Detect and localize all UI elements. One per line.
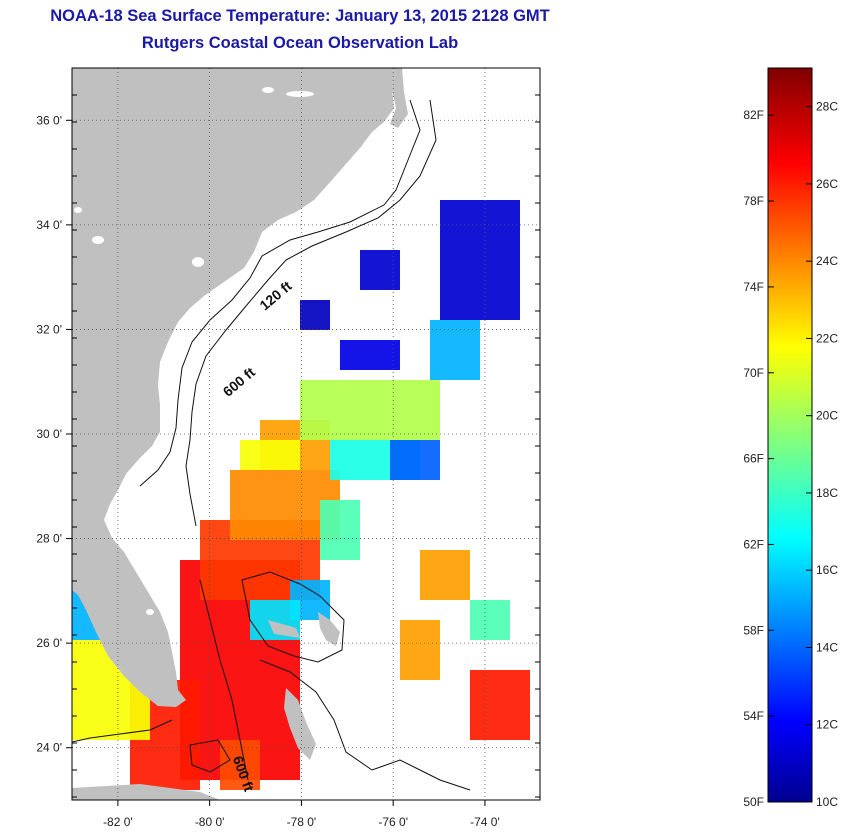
colorbar-labels: 28C 26C 24C 22C 20C 18C 16C 14C 12C 10C 82F 78F 74F 7…	[743, 100, 838, 809]
sst-map: -82 0' -80 0' -78 0' -76 0' -74 0' 36 0' 34 0'…	[36, 67, 541, 829]
lat-tick-label: 28 0'	[36, 532, 62, 546]
lat-tick-label: 26 0'	[36, 636, 62, 650]
fahrenheit-label: 70F	[743, 366, 764, 380]
land-bahamas-andros	[284, 688, 316, 760]
sst-patch	[240, 440, 300, 470]
lon-tick-label: -76 0'	[378, 815, 408, 829]
land-bahamas-grand	[268, 620, 300, 638]
sst-patch	[390, 440, 440, 480]
celsius-label: 26C	[816, 177, 838, 191]
land-cuba	[72, 784, 220, 800]
lat-tick-label: 34 0'	[36, 218, 62, 232]
inland-lakes	[74, 87, 314, 615]
colorbar-gradient	[767, 67, 813, 803]
lat-tick-label: 30 0'	[36, 427, 62, 441]
isobath-florida-straits	[199, 579, 249, 781]
fahrenheit-label: 74F	[743, 280, 764, 294]
sst-patch	[320, 500, 360, 560]
celsius-label: 20C	[816, 409, 838, 423]
map-frame	[71, 67, 541, 801]
isobath-bahama-bank	[241, 571, 345, 663]
fahrenheit-label: 78F	[743, 194, 764, 208]
celsius-label: 18C	[816, 486, 838, 500]
fahrenheit-label: 82F	[743, 108, 764, 122]
fahrenheit-label: 50F	[743, 795, 764, 809]
fahrenheit-label: 62F	[743, 537, 764, 551]
fahrenheit-label: 66F	[743, 452, 764, 466]
celsius-label: 14C	[816, 640, 838, 654]
isobath-120ft	[139, 99, 421, 487]
isobath-600ft	[185, 99, 437, 527]
sst-patch	[300, 300, 330, 330]
isobath-cay-sal	[189, 739, 231, 773]
fahrenheit-label: 54F	[743, 709, 764, 723]
lon-tick-label: -82 0'	[103, 815, 133, 829]
land-southeast-us	[72, 68, 394, 707]
celsius-label: 12C	[816, 718, 838, 732]
sst-patch	[430, 320, 480, 380]
sst-patch	[400, 620, 440, 680]
lon-tick-label: -74 0'	[470, 815, 500, 829]
sst-patch	[470, 600, 510, 640]
sst-patch	[440, 200, 520, 320]
map-subtitle: Rutgers Coastal Ocean Observation Lab	[141, 34, 459, 52]
sst-patch	[420, 550, 470, 600]
lat-tick-label: 32 0'	[36, 322, 62, 336]
sst-patch	[470, 670, 530, 740]
sst-patch	[360, 250, 400, 290]
isobath-florida-straits-2	[72, 719, 173, 743]
land-bahamas-abaco	[318, 612, 340, 646]
celsius-label: 24C	[816, 254, 838, 268]
celsius-label: 10C	[816, 795, 838, 809]
lon-tick-label: -78 0'	[287, 815, 317, 829]
isobath-great-bahama-bank	[259, 659, 471, 791]
lat-tick-label: 24 0'	[36, 741, 62, 755]
celsius-label: 22C	[816, 331, 838, 345]
lat-tick-label: 36 0'	[36, 113, 62, 127]
celsius-label: 16C	[816, 563, 838, 577]
map-title: NOAA-18 Sea Surface Temperature: January…	[50, 7, 550, 25]
sst-patch	[220, 740, 260, 790]
lon-tick-label: -80 0'	[195, 815, 225, 829]
celsius-label: 28C	[816, 100, 838, 114]
fahrenheit-label: 58F	[743, 623, 764, 637]
sst-patch	[300, 380, 440, 440]
map-grid: -82 0' -80 0' -78 0' -76 0' -74 0' 36 0' 34 0'…	[36, 67, 540, 829]
sst-patch	[340, 340, 400, 370]
land-outer-banks	[390, 68, 408, 128]
temperature-colorbar: 28C 26C 24C 22C 20C 18C 16C 14C 12C 10C 82F 78F 74F 7…	[743, 67, 838, 809]
